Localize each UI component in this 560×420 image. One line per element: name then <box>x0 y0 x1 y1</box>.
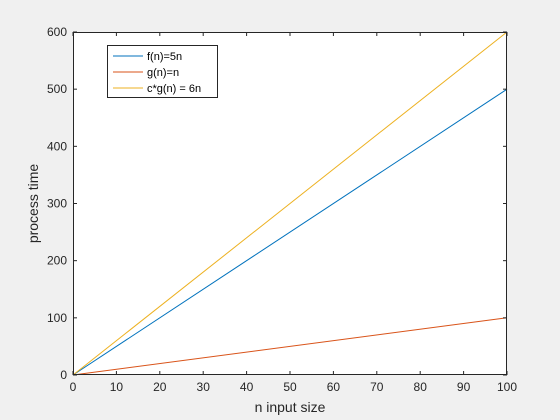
x-tick-label: 90 <box>457 380 471 394</box>
x-tick-label: 30 <box>197 380 211 394</box>
series-line-1 <box>72 88 508 376</box>
series-line-3 <box>72 31 508 376</box>
x-tick-label: 50 <box>283 380 297 394</box>
y-tick-label: 200 <box>47 254 67 268</box>
x-tick-label: 40 <box>240 380 254 394</box>
y-tick-label: 500 <box>47 82 67 96</box>
legend-label-1: f(n)=5n <box>147 51 182 63</box>
series-layer <box>72 31 508 376</box>
x-tick-label: 80 <box>414 380 428 394</box>
y-axis-label: process time <box>25 164 41 244</box>
legend-label-2: g(n)=n <box>147 67 179 79</box>
legend-label-3: c*g(n) = 6n <box>147 83 201 95</box>
x-axis-label: n input size <box>255 399 326 415</box>
x-tick-label: 20 <box>153 380 167 394</box>
x-tick-label: 60 <box>327 380 341 394</box>
y-tick-label: 0 <box>60 368 67 382</box>
series-line-2 <box>72 317 508 376</box>
x-tick-label: 10 <box>110 380 124 394</box>
x-tick-label: 70 <box>370 380 384 394</box>
y-tick-label: 400 <box>47 139 67 153</box>
ticks-layer: 0 10 20 30 40 50 60 70 80 90 100 0 100 200 300 400 500 60… <box>47 25 517 394</box>
x-tick-label: 100 <box>497 380 517 394</box>
y-tick-label: 300 <box>47 197 67 211</box>
y-tick-label: 600 <box>47 25 67 39</box>
legend: f(n)=5n g(n)=n c*g(n) = 6n <box>107 45 218 98</box>
x-tick-label: 0 <box>70 380 77 394</box>
y-tick-label: 100 <box>47 311 67 325</box>
